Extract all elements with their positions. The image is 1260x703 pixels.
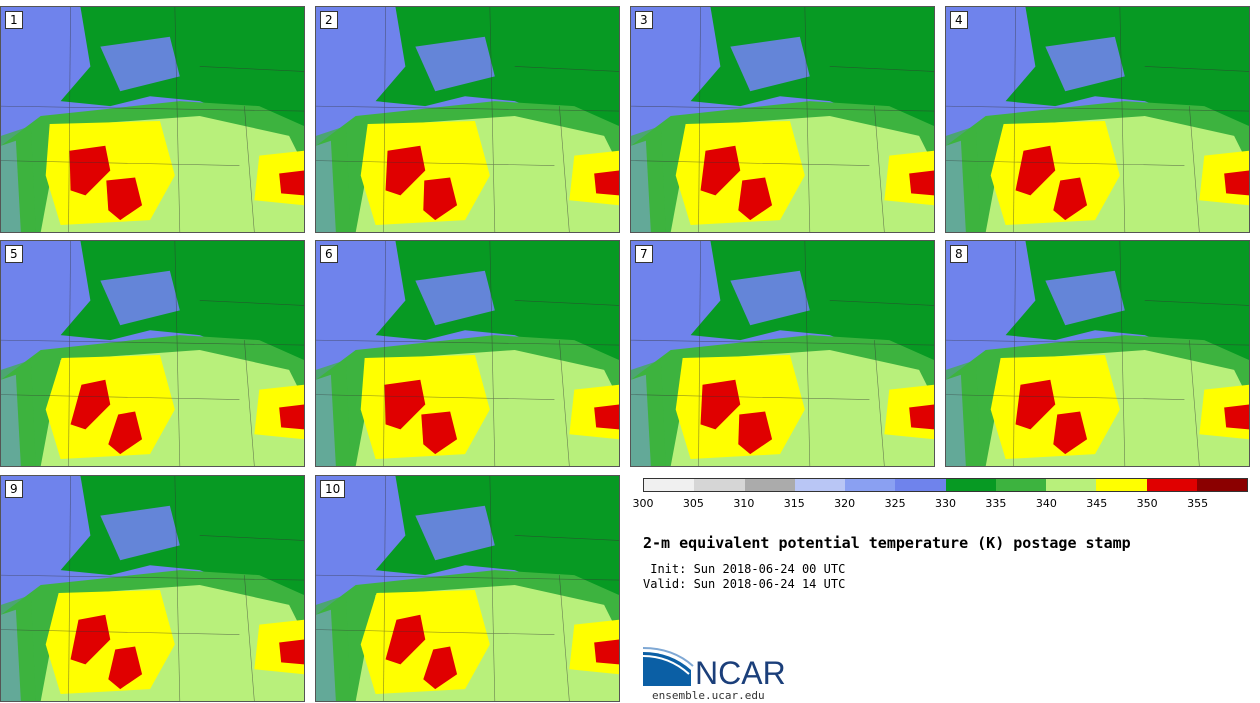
valid-time: Valid: Sun 2018-06-24 14 UTC (643, 577, 846, 591)
colorbar-tick-label: 355 (1187, 497, 1209, 510)
panel-label: 9 (5, 480, 23, 498)
map-plot (946, 7, 1249, 232)
member-panel-1: 1 (0, 6, 305, 233)
colorbar-segment (895, 479, 946, 491)
map-plot (1, 241, 304, 466)
colorbar-segment (1146, 479, 1197, 491)
colorbar-tick-label: 330 (935, 497, 956, 510)
panel-label: 8 (950, 245, 968, 263)
member-panel-10: 10 (315, 475, 620, 702)
map-plot (946, 241, 1249, 466)
panel-label: 10 (320, 480, 346, 498)
colorbar (643, 478, 1248, 492)
member-panel-4: 4 (945, 6, 1250, 233)
ncar-logo: NCAR (642, 646, 803, 691)
map-plot (316, 241, 619, 466)
colorbar-segment (694, 479, 745, 491)
member-panel-6: 6 (315, 240, 620, 467)
member-panel-9: 9 (0, 475, 305, 702)
colorbar-segment (995, 479, 1046, 491)
logo-url: ensemble.ucar.edu (652, 689, 765, 702)
panel-label: 2 (320, 11, 338, 29)
colorbar-segment (1096, 479, 1147, 491)
panel-label: 7 (635, 245, 653, 263)
colorbar-tick-label: 335 (985, 497, 1007, 510)
colorbar-segment (1196, 479, 1247, 491)
member-panel-7: 7 (630, 240, 935, 467)
map-plot (631, 7, 934, 232)
map-plot (1, 476, 304, 701)
colorbar-tick-label: 345 (1086, 497, 1108, 510)
panel-label: 5 (5, 245, 23, 263)
panel-label: 4 (950, 11, 968, 29)
colorbar-segment (744, 479, 795, 491)
map-plot (1, 7, 304, 232)
ncar-logo-text: NCAR (695, 655, 786, 690)
colorbar-segment (845, 479, 896, 491)
colorbar-segment (945, 479, 996, 491)
map-plot (316, 7, 619, 232)
member-panel-2: 2 (315, 6, 620, 233)
colorbar-tick-label: 305 (682, 497, 704, 510)
colorbar-tick-label: 350 (1136, 497, 1158, 510)
member-panel-3: 3 (630, 6, 935, 233)
colorbar-tick-label: 315 (783, 497, 805, 510)
figure-title: 2-m equivalent potential temperature (K)… (643, 534, 1131, 552)
panel-label: 6 (320, 245, 338, 263)
map-plot (316, 476, 619, 701)
colorbar-segment (794, 479, 845, 491)
colorbar-tick-label: 310 (733, 497, 755, 510)
ncar-logo-icon: NCAR (642, 647, 786, 691)
colorbar-segment (1046, 479, 1097, 491)
colorbar-tick-label: 320 (834, 497, 856, 510)
colorbar-tick-label: 325 (884, 497, 906, 510)
colorbar-segment (644, 479, 695, 491)
panel-label: 3 (635, 11, 653, 29)
map-plot (631, 241, 934, 466)
colorbar-ticks: 300 305 310 315 320 325 330 335 340 345 350 355 (633, 497, 1248, 513)
colorbar-tick-label: 340 (1035, 497, 1057, 510)
colorbar-tick-label: 300 (632, 497, 654, 510)
panel-label: 1 (5, 11, 23, 29)
member-panel-5: 5 (0, 240, 305, 467)
member-panel-8: 8 (945, 240, 1250, 467)
init-time: Init: Sun 2018-06-24 00 UTC (643, 562, 846, 576)
